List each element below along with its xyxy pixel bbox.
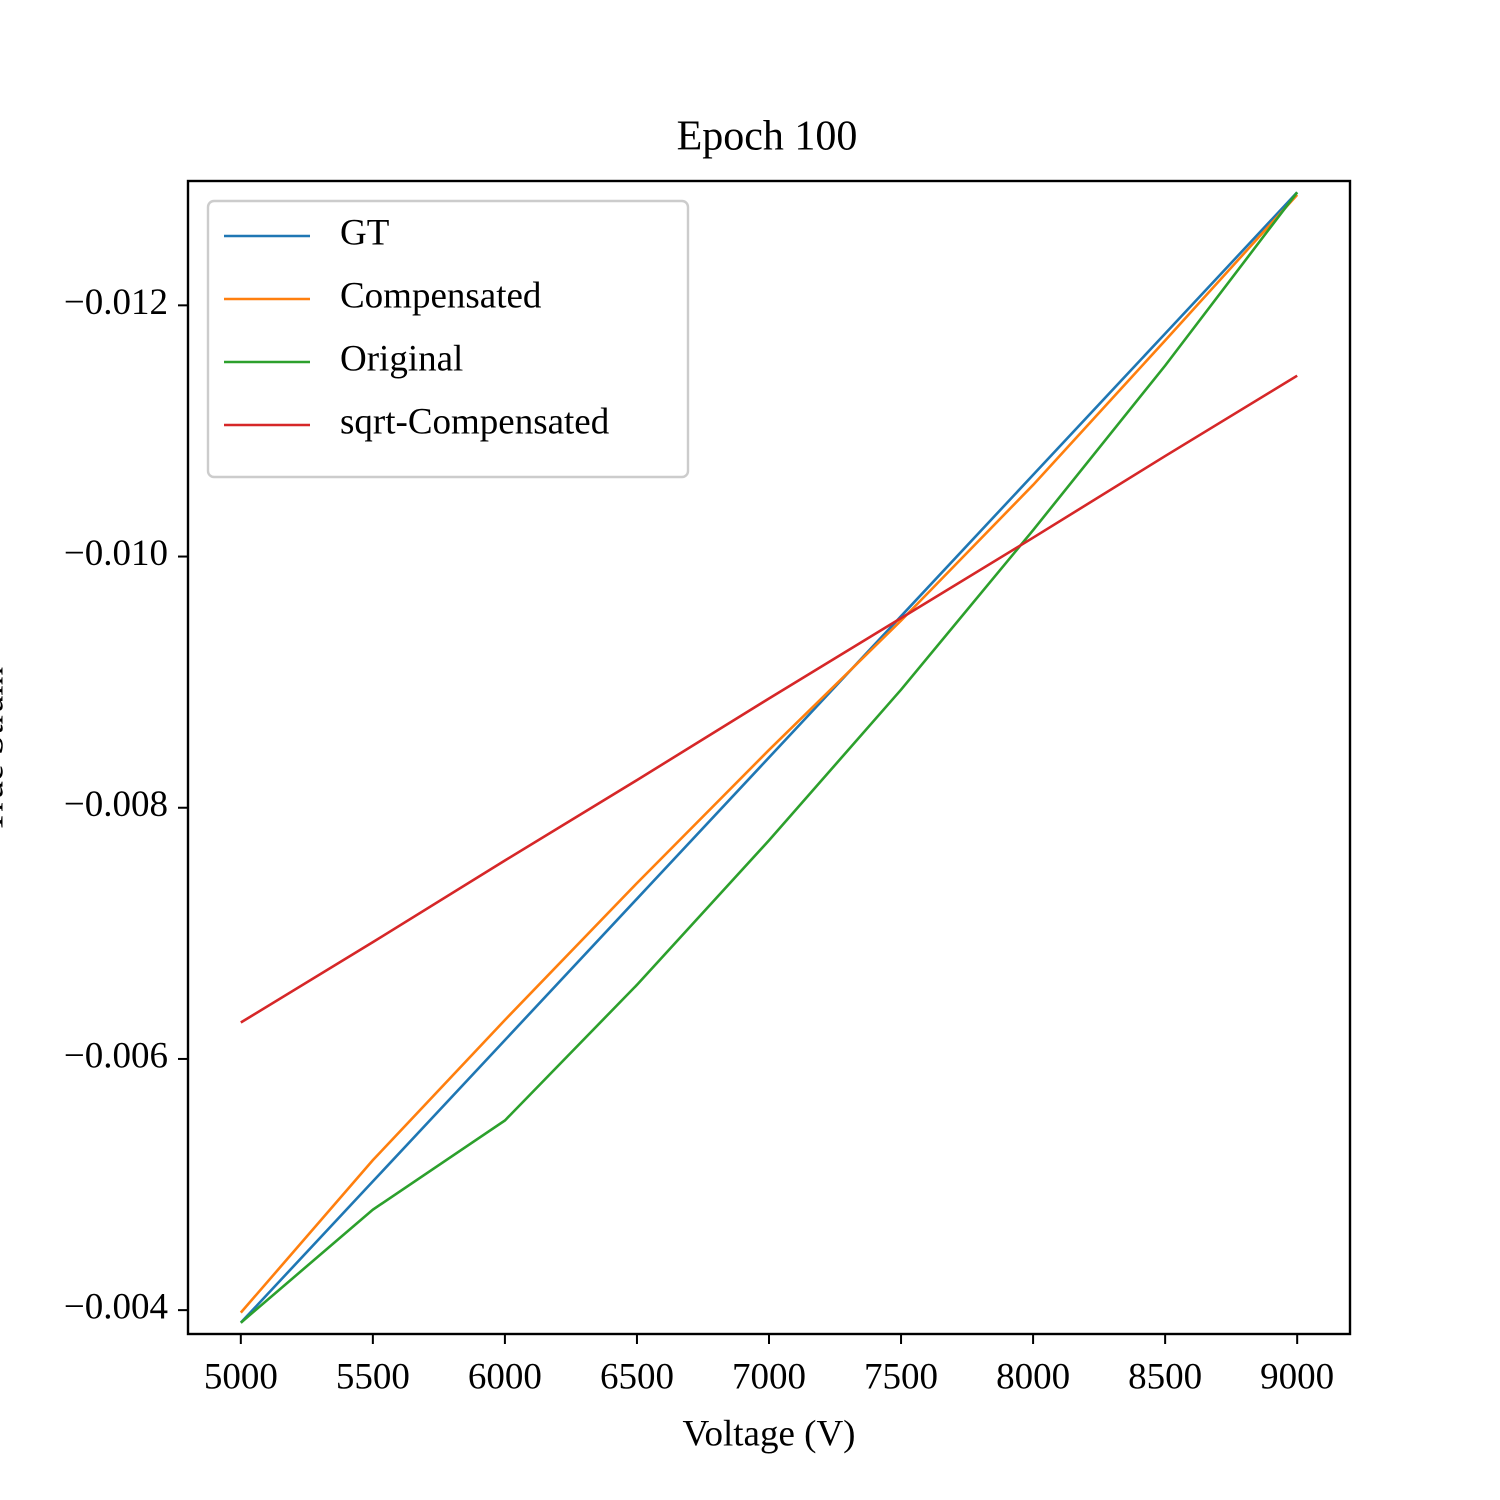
y-tick-label: −0.010 xyxy=(64,533,168,574)
y-axis-label: True Strain xyxy=(0,667,11,833)
y-tick-label: −0.008 xyxy=(64,784,168,825)
x-tick-label: 5000 xyxy=(204,1356,278,1397)
chart-title: Epoch 100 xyxy=(677,114,858,160)
legend-label: sqrt-Compensated xyxy=(340,401,610,442)
data-line xyxy=(239,193,1299,1314)
x-tick-label: 5500 xyxy=(336,1356,410,1397)
x-tick-label: 7000 xyxy=(732,1356,806,1397)
x-tick-label: 8500 xyxy=(1128,1356,1202,1397)
x-axis-label: Voltage (V) xyxy=(683,1413,856,1454)
data-line xyxy=(239,191,1299,1324)
y-tick-label: −0.012 xyxy=(64,282,168,323)
legend-label: Compensated xyxy=(340,275,542,316)
x-tick-label: 8000 xyxy=(996,1356,1070,1397)
legend: GT Compensated Original sqrt-Compensated xyxy=(206,199,690,479)
plot-frame xyxy=(186,179,1352,1336)
legend-label: GT xyxy=(340,212,389,253)
x-tick-label: 6500 xyxy=(600,1356,674,1397)
y-tick-label: −0.006 xyxy=(64,1035,168,1076)
x-tick-label: 6000 xyxy=(468,1356,542,1397)
legend-label: Original xyxy=(340,338,463,379)
y-tick-label: −0.004 xyxy=(64,1287,168,1328)
legend-box xyxy=(206,199,690,479)
data-line xyxy=(240,374,1298,1024)
x-tick-label: 9000 xyxy=(1260,1356,1334,1397)
data-line xyxy=(239,191,1299,1324)
x-tick-label: 7500 xyxy=(864,1356,938,1397)
